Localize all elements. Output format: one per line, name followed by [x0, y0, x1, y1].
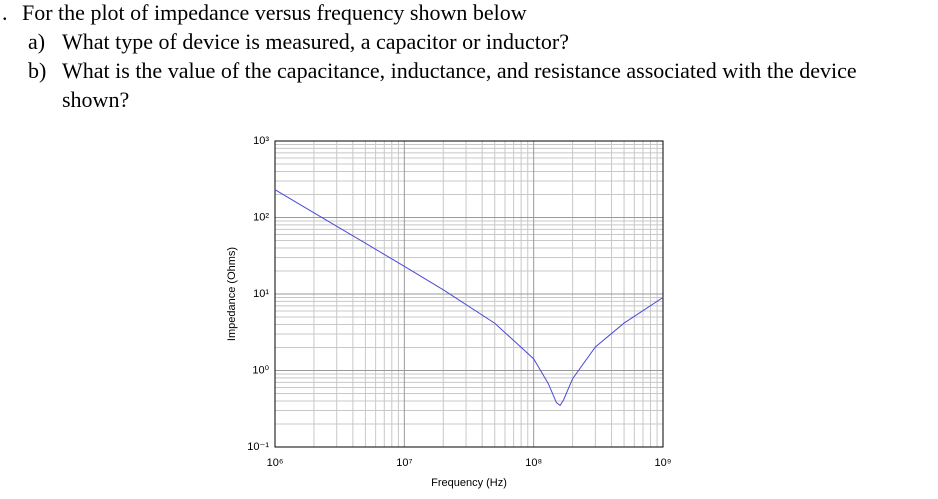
x-tick-label: 10⁶ [267, 457, 284, 469]
y-tick-label: 10¹ [253, 288, 269, 300]
question-number: . [2, 0, 8, 25]
y-tick-label: 10⁻¹ [247, 441, 269, 453]
item-label: b) [28, 58, 47, 83]
x-axis-label: Frequency (Hz) [431, 477, 507, 489]
question-item: a) What type of device is measured, a ca… [28, 27, 868, 56]
item-text: What type of device is measured, a capac… [62, 29, 569, 54]
y-tick-label: 10² [253, 211, 269, 223]
x-tick-label: 10⁸ [525, 457, 542, 469]
data-line [274, 189, 664, 407]
item-label: a) [28, 29, 46, 54]
x-tick-label: 10⁷ [396, 457, 412, 469]
question-item: b) What is the value of the capacitance,… [28, 56, 868, 114]
x-tick-label: 10⁹ [655, 457, 672, 469]
item-text: What is the value of the capacitance, in… [62, 58, 857, 112]
y-tick-label: 10³ [253, 135, 269, 147]
y-axis-label: Impedance (Ohms) [226, 247, 238, 341]
plot-frame [274, 140, 664, 448]
y-tick-label: 10⁰ [252, 364, 269, 376]
question-intro: For the plot of impedance versus frequen… [22, 0, 527, 25]
